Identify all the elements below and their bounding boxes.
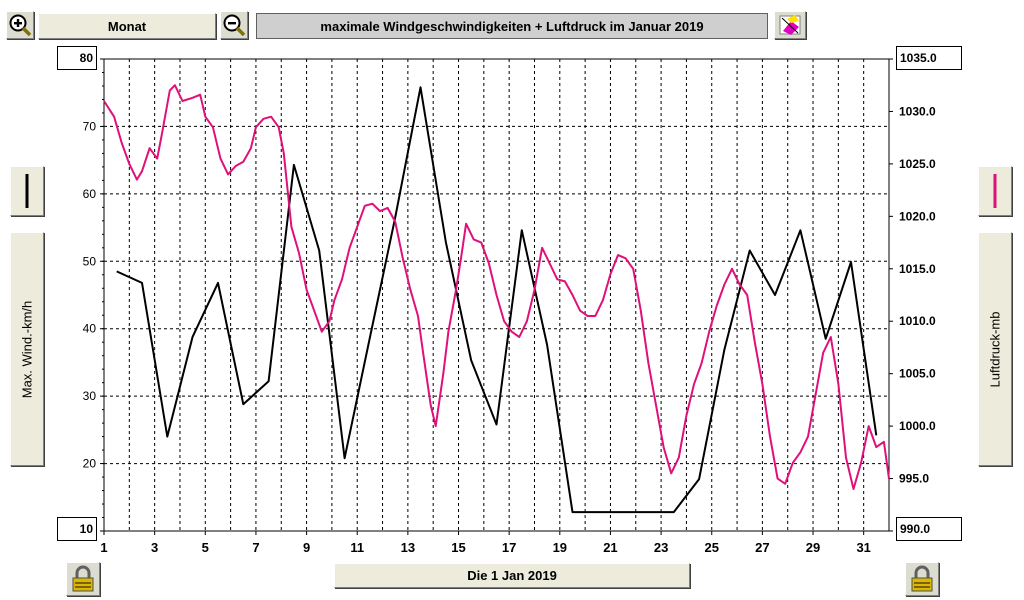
right-tick-label: 1030.0 bbox=[899, 104, 936, 118]
wind-series-line bbox=[116, 86, 878, 514]
zoom-in-button[interactable] bbox=[6, 11, 34, 39]
right-lock-button[interactable] bbox=[905, 562, 939, 596]
left-axis-label-button[interactable]: Max. Wind.-km/h bbox=[10, 232, 44, 466]
x-tick-label: 17 bbox=[502, 540, 516, 555]
right-tick-label: 1025.0 bbox=[899, 157, 936, 171]
left-tick-label: 60 bbox=[83, 187, 97, 201]
x-tick-label: 9 bbox=[303, 540, 310, 555]
right-tick-label: 1020.0 bbox=[899, 209, 936, 223]
eraser-button[interactable] bbox=[774, 11, 806, 39]
right-tick-label: 995.0 bbox=[899, 472, 929, 486]
x-tick-label: 15 bbox=[451, 540, 465, 555]
x-tick-label: 7 bbox=[252, 540, 259, 555]
x-tick-label: 19 bbox=[553, 540, 567, 555]
zoom-out-button[interactable] bbox=[220, 11, 248, 39]
right-axis-min-box[interactable]: 990.0 bbox=[896, 517, 962, 541]
x-tick-label: 5 bbox=[202, 540, 209, 555]
pressure-series-line bbox=[103, 84, 890, 490]
zoom-out-icon bbox=[223, 14, 246, 37]
right-tick-label: 1010.0 bbox=[899, 314, 936, 328]
pink-line-icon bbox=[993, 174, 997, 208]
left-series-color-button[interactable] bbox=[10, 166, 44, 216]
date-button[interactable]: Die 1 Jan 2019 bbox=[334, 563, 690, 588]
right-series-color-button[interactable] bbox=[978, 166, 1012, 216]
x-tick-label: 29 bbox=[806, 540, 820, 555]
period-button[interactable]: Monat bbox=[38, 13, 216, 39]
x-tick-label: 1 bbox=[100, 540, 107, 555]
left-tick-label: 20 bbox=[83, 457, 97, 471]
right-tick-label: 1005.0 bbox=[899, 367, 936, 381]
left-lock-button[interactable] bbox=[66, 562, 100, 596]
left-tick-label: 50 bbox=[83, 254, 97, 268]
x-tick-label: 27 bbox=[755, 540, 769, 555]
x-tick-label: 25 bbox=[705, 540, 719, 555]
left-axis-label: Max. Wind.-km/h bbox=[19, 300, 35, 398]
left-axis-min-box[interactable]: 10 bbox=[57, 517, 97, 541]
lock-icon bbox=[911, 565, 933, 592]
left-axis-max-box[interactable]: 80 bbox=[57, 46, 97, 70]
zoom-in-icon bbox=[9, 14, 32, 37]
right-tick-label: 1015.0 bbox=[899, 262, 936, 276]
x-tick-label: 13 bbox=[401, 540, 415, 555]
x-tick-label: 31 bbox=[856, 540, 870, 555]
left-tick-label: 70 bbox=[83, 119, 97, 133]
left-tick-label: 30 bbox=[83, 389, 97, 403]
x-tick-label: 21 bbox=[603, 540, 617, 555]
chart-title: maximale Windgeschwindigkeiten + Luftdru… bbox=[256, 13, 768, 39]
lock-icon bbox=[72, 565, 94, 592]
right-axis-max-box[interactable]: 1035.0 bbox=[896, 46, 962, 70]
x-tick-label: 3 bbox=[151, 540, 158, 555]
left-tick-label: 40 bbox=[83, 322, 97, 336]
black-line-icon bbox=[25, 174, 29, 208]
right-axis-label: Luftdruck-mb bbox=[987, 311, 1003, 387]
x-tick-label: 11 bbox=[350, 540, 364, 555]
x-tick-label: 23 bbox=[654, 540, 668, 555]
eraser-icon bbox=[779, 15, 801, 35]
right-tick-label: 1000.0 bbox=[899, 419, 936, 433]
right-axis-label-button[interactable]: Luftdruck-mb bbox=[978, 232, 1012, 466]
plot-frame bbox=[103, 58, 890, 532]
